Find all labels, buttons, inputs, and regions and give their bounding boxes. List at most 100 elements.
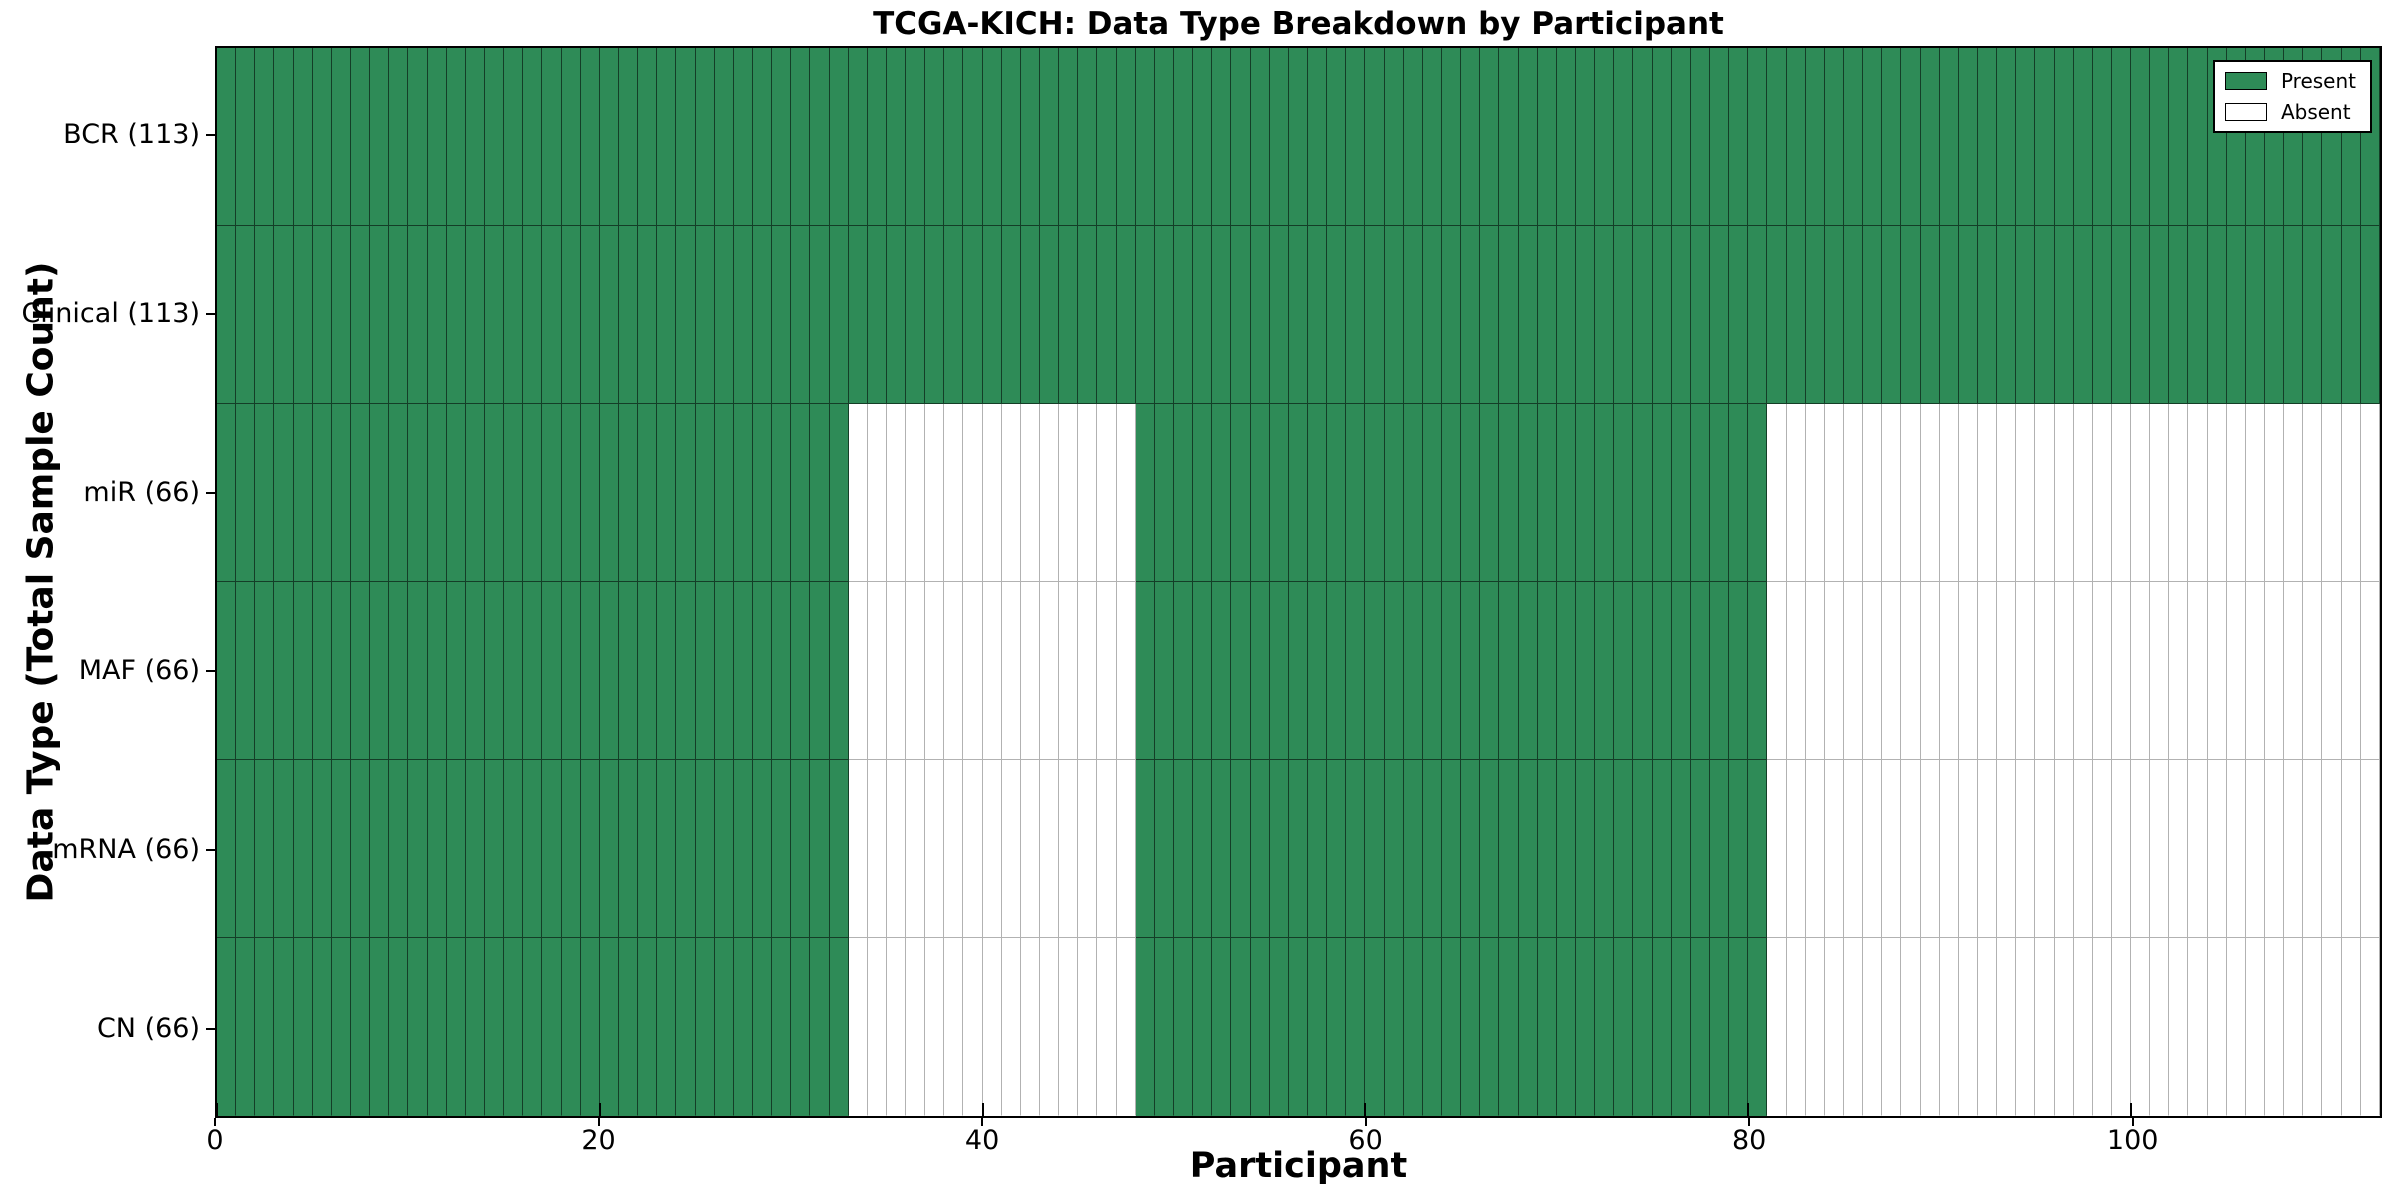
- heatmap-cell-present: [561, 582, 581, 760]
- heatmap-cell-present: [1384, 226, 1404, 404]
- heatmap-cell-absent: [2360, 404, 2380, 582]
- heatmap-cell-present: [714, 760, 734, 938]
- heatmap-cell-present: [504, 582, 524, 760]
- heatmap-cell-present: [1422, 938, 1442, 1116]
- heatmap-cell-present: [1652, 938, 1672, 1116]
- heatmap-cell-present: [217, 226, 237, 404]
- heatmap-cell-present: [599, 582, 619, 760]
- heatmap-cell-present: [1633, 48, 1653, 226]
- heatmap-cell-present: [1269, 938, 1289, 1116]
- heatmap-cell-present: [255, 48, 275, 226]
- heatmap-cell-present: [465, 582, 485, 760]
- heatmap-cell-present: [1595, 938, 1615, 1116]
- heatmap-cell-present: [1231, 938, 1251, 1116]
- heatmap-cell-present: [1403, 938, 1423, 1116]
- heatmap-cell-absent: [1977, 582, 1998, 760]
- y-tick-label: BCR (113): [63, 119, 200, 151]
- heatmap-cell-present: [1575, 48, 1596, 226]
- heatmap-cell-absent: [1001, 760, 1021, 938]
- heatmap-cell-present: [1116, 48, 1136, 226]
- heatmap-cell-present: [408, 48, 428, 226]
- heatmap-cell-present: [580, 404, 600, 582]
- heatmap-cell-absent: [1901, 582, 1921, 760]
- heatmap-cell-present: [2284, 226, 2304, 404]
- heatmap-cell-absent: [982, 938, 1002, 1116]
- heatmap-cell-absent: [2016, 938, 2036, 1116]
- heatmap-cell-present: [1059, 226, 1079, 404]
- heatmap-cell-present: [350, 226, 371, 404]
- heatmap-cell-present: [676, 226, 696, 404]
- heatmap-cell-absent: [1059, 404, 1079, 582]
- heatmap-cell-present: [1499, 582, 1519, 760]
- heatmap-cell-present: [695, 48, 715, 226]
- heatmap-cell-absent: [2131, 582, 2151, 760]
- heatmap-cell-absent: [867, 938, 887, 1116]
- heatmap-cell-present: [446, 760, 466, 938]
- heatmap-cell-present: [1709, 404, 1730, 582]
- heatmap-cell-present: [867, 226, 887, 404]
- heatmap-cell-present: [1671, 226, 1691, 404]
- heatmap-cell-present: [1537, 938, 1557, 1116]
- heatmap-cell-absent: [2303, 582, 2323, 760]
- heatmap-cell-present: [1709, 938, 1730, 1116]
- heatmap-cell-absent: [2207, 760, 2227, 938]
- heatmap-cell-absent: [1824, 582, 1844, 760]
- heatmap-cell-present: [1212, 582, 1232, 760]
- heatmap-cell-present: [561, 48, 581, 226]
- heatmap-cell-absent: [848, 938, 868, 1116]
- heatmap-cell-absent: [1786, 404, 1806, 582]
- heatmap-cell-present: [312, 760, 332, 938]
- heatmap-cell-present: [1537, 760, 1557, 938]
- heatmap-cell-present: [1040, 226, 1060, 404]
- heatmap-cell-present: [1518, 404, 1538, 582]
- heatmap-cell-present: [1518, 582, 1538, 760]
- heatmap-cell-present: [944, 226, 964, 404]
- heatmap-cell-present: [1690, 404, 1710, 582]
- heatmap-cell-present: [2073, 226, 2093, 404]
- heatmap-cell-absent: [2016, 404, 2036, 582]
- y-tick-label: mRNA (66): [52, 834, 200, 865]
- heatmap-cell-present: [772, 938, 792, 1116]
- heatmap-cell-present: [1518, 226, 1538, 404]
- heatmap-cell-present: [1939, 48, 1959, 226]
- heatmap-cell-present: [331, 582, 351, 760]
- heatmap-cell-present: [1384, 404, 1404, 582]
- heatmap-cell-present: [293, 404, 313, 582]
- heatmap-cell-present: [1595, 582, 1615, 760]
- heatmap-cell-present: [293, 760, 313, 938]
- heatmap-cell-present: [427, 760, 447, 938]
- heatmap-cell-absent: [944, 582, 964, 760]
- heatmap-cell-absent: [2341, 404, 2361, 582]
- heatmap-cell-present: [331, 938, 351, 1116]
- heatmap-cell-present: [1327, 938, 1347, 1116]
- heatmap-cell-present: [676, 760, 696, 938]
- heatmap-cell-present: [1078, 48, 1098, 226]
- x-tick-label: 100: [2106, 1125, 2159, 1156]
- heatmap-cell-present: [1269, 48, 1289, 226]
- heatmap-cell-present: [2322, 226, 2342, 404]
- heatmap-cell-absent: [2303, 760, 2323, 938]
- heatmap-cell-present: [1729, 48, 1749, 226]
- heatmap-cell-absent: [1097, 760, 1117, 938]
- heatmap-cell-present: [484, 226, 505, 404]
- heatmap-cell-absent: [1078, 760, 1098, 938]
- heatmap-cell-present: [408, 582, 428, 760]
- heatmap-cell-present: [618, 760, 639, 938]
- x-tick-mark: [981, 1103, 984, 1116]
- heatmap-cell-present: [638, 48, 658, 226]
- x-tick-mark: [1747, 1103, 1750, 1116]
- heatmap-cell-present: [523, 48, 543, 226]
- heatmap-cell-absent: [906, 582, 926, 760]
- heatmap-cell-absent: [963, 404, 983, 582]
- x-tick-mark: [598, 1103, 601, 1116]
- heatmap-cell-present: [1537, 404, 1557, 582]
- heatmap-cell-absent: [2073, 938, 2093, 1116]
- heatmap-cell-absent: [2360, 938, 2380, 1116]
- heatmap-cell-present: [580, 582, 600, 760]
- heatmap-cell-present: [1863, 48, 1883, 226]
- heatmap-row: [217, 404, 2380, 582]
- heatmap-cell-present: [618, 48, 639, 226]
- heatmap-cell-present: [1308, 404, 1328, 582]
- heatmap-cell-absent: [1824, 404, 1844, 582]
- heatmap-cell-present: [1633, 582, 1653, 760]
